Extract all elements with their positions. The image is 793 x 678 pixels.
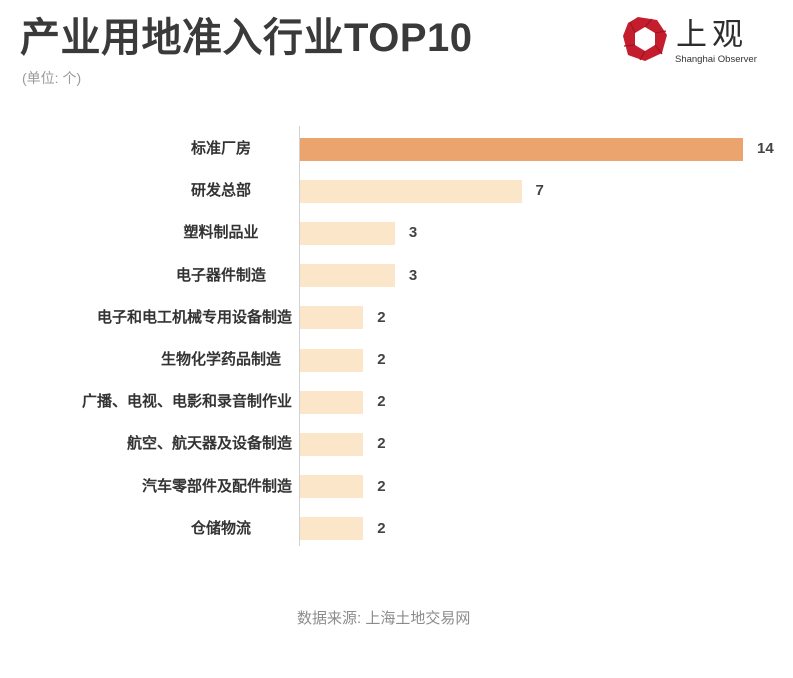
value-label: 2 [377,393,386,411]
category-label: 标准厂房 [190,140,251,157]
category-label: 广播、电视、电影和录音制作业 [81,393,292,411]
value-label: 7 [535,182,544,200]
y-axis-line [299,126,300,546]
value-label: 3 [408,224,418,242]
bar [300,306,364,330]
value-label: 2 [377,519,386,537]
value-label: 14 [757,140,774,157]
source-note: 数据来源: 上海土地交易网 [297,610,471,627]
chart-title: 产业用地准入行业TOP10 [20,16,473,60]
value-label: 2 [377,308,386,326]
bar [300,264,395,288]
category-label: 汽车零部件及配件制造 [141,477,292,495]
category-label: 航空、航天器及设备制造 [126,435,292,453]
value-label: 2 [377,435,386,453]
bar [300,475,364,499]
value-label: 2 [377,477,386,495]
bar [300,390,364,414]
bar [300,179,522,203]
category-label: 电子和电工机械专用设备制造 [96,308,292,326]
category-label: 仓储物流 [190,519,251,537]
bar [300,432,364,456]
bar [300,221,395,245]
shanghai-observer-logo-icon [623,17,667,61]
value-label: 2 [377,351,386,368]
bar [300,517,364,541]
unit-note: (单位: 个) [22,70,82,86]
brand-subtitle: Shanghai Observer [675,54,757,65]
bar [300,348,364,372]
brand-logo: 上观 Shanghai Observer [622,16,757,68]
category-label: 生物化学药品制造 [160,351,281,368]
brand-name: 上观 [676,17,748,53]
category-label: 电子器件制造 [175,266,266,284]
bar [300,137,743,161]
category-label: 研发总部 [190,182,251,200]
category-label: 塑料制品业 [183,224,259,242]
value-label: 3 [408,266,418,284]
